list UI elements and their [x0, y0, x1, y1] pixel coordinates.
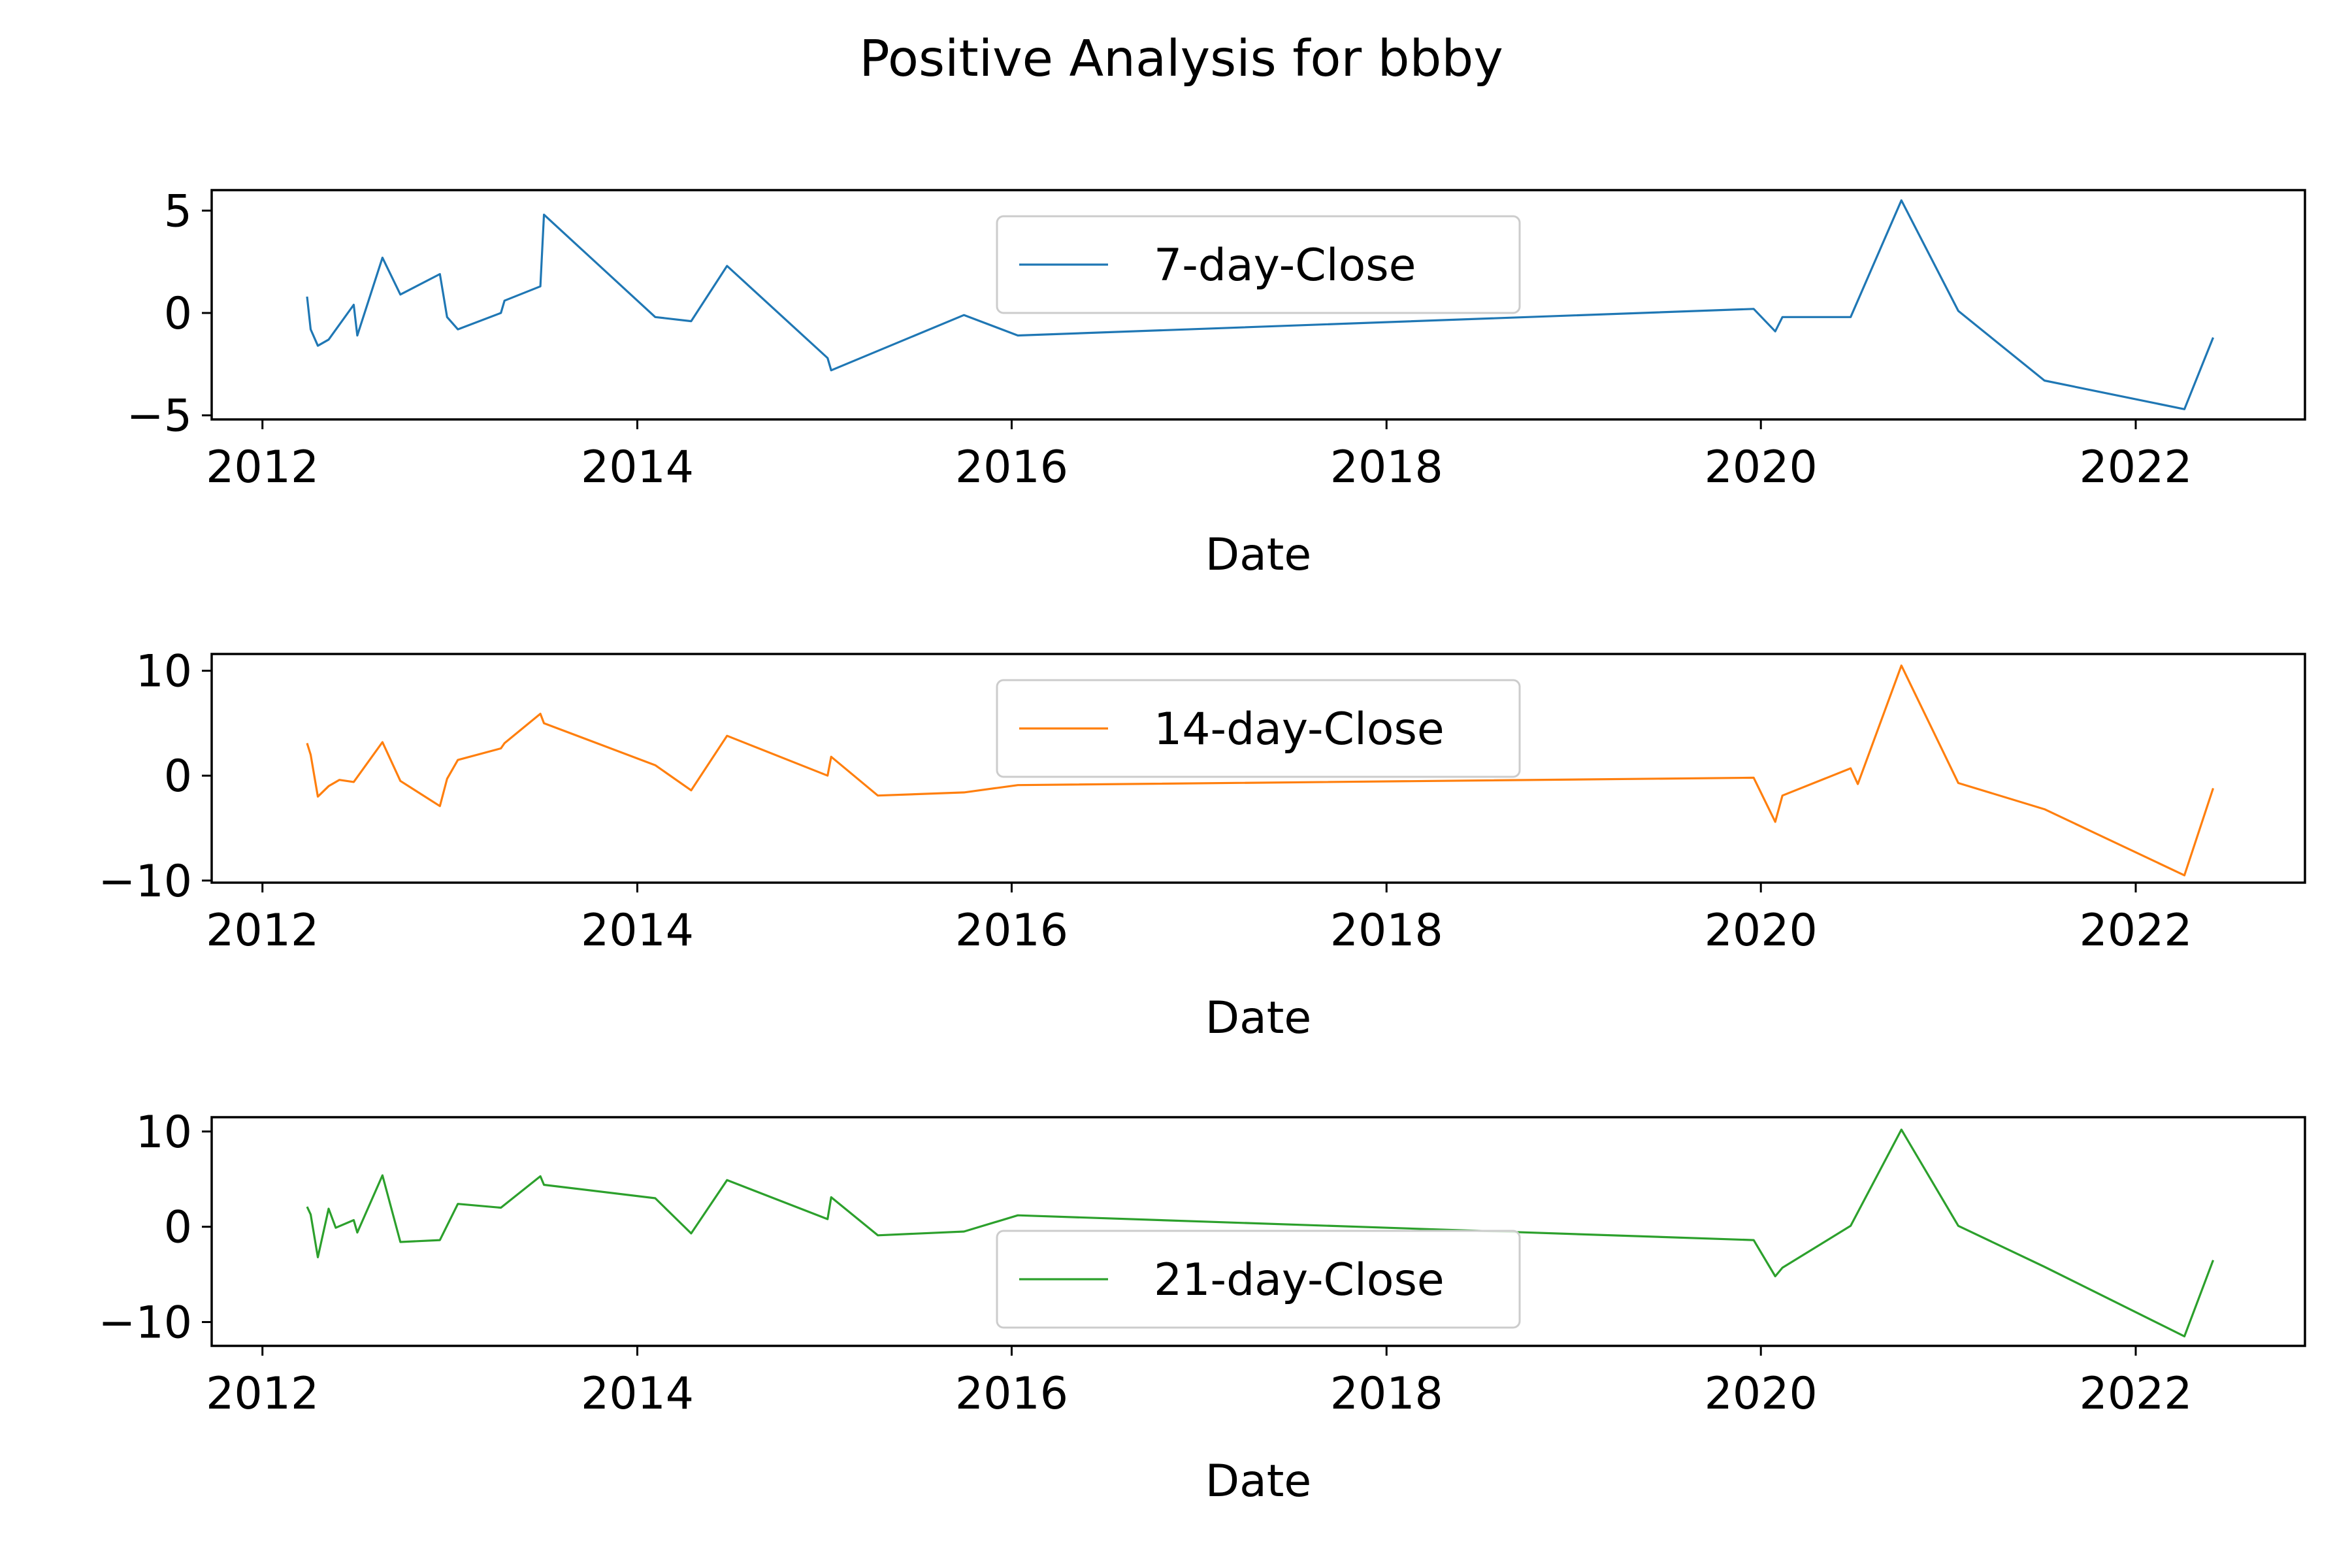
x-tick-label-0-1: 2014: [581, 442, 694, 493]
x-tick-label-0-4: 2020: [1705, 442, 1818, 493]
y-tick-label-2-1: 0: [164, 1202, 192, 1254]
legend-2: 21-day-Close: [996, 1230, 1521, 1329]
legend-label-0-0: 7-day-Close: [1154, 240, 1416, 291]
legend-0: 7-day-Close: [996, 215, 1521, 314]
x-axis-label-2: Date: [1205, 1456, 1312, 1507]
y-tick-label-0-1: 0: [164, 288, 192, 340]
legend-label-1-0: 14-day-Close: [1154, 704, 1445, 755]
legend-box-2: [996, 1230, 1521, 1329]
y-tick-label-0-0: −5: [127, 391, 192, 442]
x-tick-label-2-5: 2022: [2079, 1368, 2192, 1420]
x-tick-label-1-3: 2018: [1330, 905, 1443, 956]
panel-7-day: 2012 2014 2016 2018 2020 2022 −5 0 5 Date 7-day-Cl…: [127, 186, 2306, 581]
x-tick-label-2-0: 2012: [206, 1368, 319, 1420]
series-line-2-0: [306, 1128, 2214, 1337]
x-tick-label-1-4: 2020: [1705, 905, 1818, 956]
x-tick-label-0-2: 2016: [955, 442, 1068, 493]
y-tick-label-1-1: 0: [164, 751, 192, 802]
x-tick-label-2-3: 2018: [1330, 1368, 1443, 1420]
panel-14-day: 2012 2014 2016 2018 2020 2022 −10 0 10 Date 14-day…: [98, 646, 2306, 1044]
x-tick-label-2-4: 2020: [1705, 1368, 1818, 1420]
legend-box-1: [996, 679, 1521, 778]
y-tick-label-2-2: 10: [135, 1107, 192, 1158]
x-axis-label-0: Date: [1205, 529, 1312, 581]
x-tick-label-1-2: 2016: [955, 905, 1068, 956]
panel-21-day: 2012 2014 2016 2018 2020 2022 −10 0 10 Date 21-day…: [98, 1107, 2306, 1507]
axes-frame-2: [210, 1116, 2306, 1347]
legend-label-2-0: 21-day-Close: [1154, 1254, 1445, 1306]
axes-frame-0: [210, 189, 2306, 421]
x-tick-label-0-0: 2012: [206, 442, 319, 493]
series-line-0-0: [306, 199, 2214, 410]
y-tick-label-2-0: −10: [98, 1298, 192, 1349]
axes-frame-1: [210, 653, 2306, 884]
series-line-1-0: [306, 664, 2215, 877]
x-tick-label-1-5: 2022: [2079, 905, 2192, 956]
x-tick-label-2-1: 2014: [581, 1368, 694, 1420]
legend-box-0: [996, 215, 1521, 314]
legend-1: 14-day-Close: [996, 679, 1521, 778]
x-tick-label-0-3: 2018: [1330, 442, 1443, 493]
x-tick-label-2-2: 2016: [955, 1368, 1068, 1420]
y-tick-label-0-2: 5: [164, 186, 192, 237]
y-tick-label-1-0: −10: [98, 856, 192, 907]
x-tick-label-0-5: 2022: [2079, 442, 2192, 493]
x-tick-label-1-1: 2014: [581, 905, 694, 956]
x-tick-label-1-0: 2012: [206, 905, 319, 956]
y-tick-label-1-2: 10: [135, 646, 192, 698]
figure-title: Positive Analysis for bbby: [859, 30, 1503, 88]
x-axis-label-1: Date: [1205, 992, 1312, 1044]
